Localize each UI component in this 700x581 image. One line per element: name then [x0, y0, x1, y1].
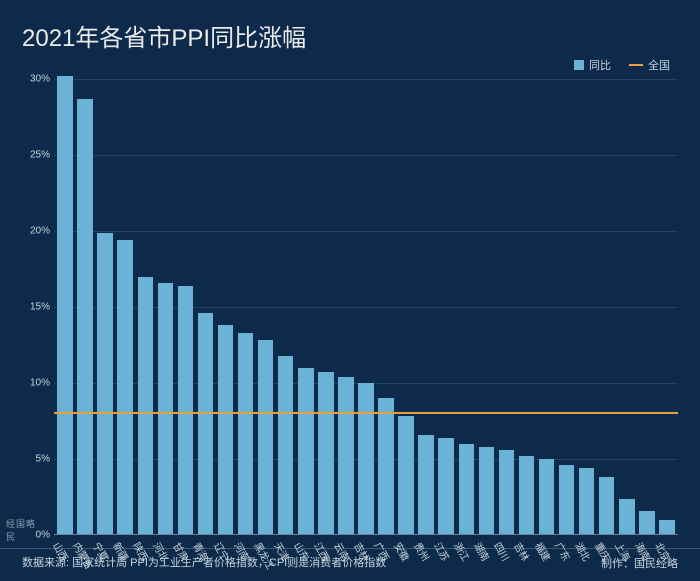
- bar: [97, 233, 113, 535]
- bar: [418, 435, 434, 535]
- bar: [258, 340, 274, 535]
- bar: [198, 313, 214, 535]
- bar-slot: 福建: [538, 79, 556, 535]
- y-tick: 20%: [30, 225, 50, 236]
- legend-item-bar: 同比: [574, 57, 611, 73]
- bar: [459, 444, 475, 535]
- bar-slot: 内蒙古: [76, 79, 94, 535]
- bar-slot: 上海: [618, 79, 636, 535]
- bar: [559, 465, 575, 535]
- bar-slot: 吉林: [517, 79, 535, 535]
- bar-slot: 江苏: [437, 79, 455, 535]
- bar-slot: 安徽: [397, 79, 415, 535]
- bar: [659, 520, 675, 535]
- bar-slot: 海南: [638, 79, 656, 535]
- bar: [619, 499, 635, 535]
- bar-slot: 山东: [297, 79, 315, 535]
- bar: [218, 325, 234, 535]
- legend-swatch-line: [629, 64, 643, 66]
- bar: [358, 383, 374, 535]
- y-tick: 5%: [36, 454, 50, 465]
- bar-slot: 河南: [237, 79, 255, 535]
- bar: [438, 438, 454, 535]
- bar: [338, 377, 354, 535]
- bar-slot: 四川: [497, 79, 515, 535]
- bar: [499, 450, 515, 535]
- bars: 山西内蒙古宁夏新疆陕西河北甘肃青海辽宁河南黑龙江天津山东江西云南吉林广西安徽贵州…: [54, 79, 678, 535]
- bar: [298, 368, 314, 535]
- bar: [158, 283, 174, 535]
- bar: [238, 333, 254, 535]
- legend-item-line: 全国: [629, 57, 670, 73]
- bar-slot: 贵州: [417, 79, 435, 535]
- bar: [138, 277, 154, 535]
- bar: [398, 416, 414, 535]
- bar: [378, 398, 394, 535]
- y-tick: 25%: [30, 149, 50, 160]
- bar-slot: 新疆: [116, 79, 134, 535]
- bar-slot: 重庆: [598, 79, 616, 535]
- bar: [77, 99, 93, 535]
- chart-title: 2021年各省市PPI同比涨幅: [22, 18, 678, 53]
- bar: [117, 240, 133, 535]
- bar-slot: 山西: [56, 79, 74, 535]
- bar: [539, 459, 555, 535]
- bar-slot: 青海: [196, 79, 214, 535]
- bar: [579, 468, 595, 535]
- y-tick: 30%: [30, 74, 50, 85]
- bar-slot: 湖南: [477, 79, 495, 535]
- legend-line-label: 全国: [648, 57, 670, 73]
- producer-logo: 经国略民: [6, 519, 40, 541]
- chart-container: 2021年各省市PPI同比涨幅 同比 全国 0%5%10%15%20%25%30…: [0, 0, 700, 581]
- legend-bar-label: 同比: [589, 57, 611, 73]
- x-axis-line: [54, 534, 678, 535]
- bar: [639, 511, 655, 535]
- bar: [57, 76, 73, 535]
- y-tick: 10%: [30, 377, 50, 388]
- chart-footer: 数据来源: 国家统计局 PPI为工业生产者价格指数，CPI则是消费者价格指数 制…: [0, 548, 700, 581]
- bar-slot: 北京: [658, 79, 676, 535]
- footer-source: 数据来源: 国家统计局 PPI为工业生产者价格指数，CPI则是消费者价格指数: [22, 556, 386, 571]
- national-line: [54, 412, 678, 414]
- bar-slot: 江西: [317, 79, 335, 535]
- y-axis: 0%5%10%15%20%25%30%: [22, 79, 52, 535]
- plot-area: 0%5%10%15%20%25%30% 山西内蒙古宁夏新疆陕西河北甘肃青海辽宁河…: [54, 79, 678, 535]
- bar: [178, 286, 194, 535]
- bar: [519, 456, 535, 535]
- bar-slot: 宁夏: [96, 79, 114, 535]
- bar-slot: 陕西: [136, 79, 154, 535]
- bar-slot: 广东: [558, 79, 576, 535]
- bar-slot: 浙江: [457, 79, 475, 535]
- bar: [599, 477, 615, 535]
- bar: [479, 447, 495, 535]
- bar: [278, 356, 294, 535]
- legend: 同比 全国: [22, 57, 678, 73]
- footer-credit: 制作：国民经略: [601, 555, 678, 571]
- y-tick: 15%: [30, 302, 50, 313]
- bar-slot: 河北: [156, 79, 174, 535]
- bar-slot: 云南: [337, 79, 355, 535]
- bar-slot: 辽宁: [217, 79, 235, 535]
- bar-slot: 吉林: [357, 79, 375, 535]
- bar-slot: 湖北: [578, 79, 596, 535]
- bar-slot: 甘肃: [176, 79, 194, 535]
- bar-slot: 广西: [377, 79, 395, 535]
- bar: [318, 372, 334, 535]
- legend-swatch-bar: [574, 60, 584, 70]
- bar-slot: 黑龙江: [257, 79, 275, 535]
- bar-slot: 天津: [277, 79, 295, 535]
